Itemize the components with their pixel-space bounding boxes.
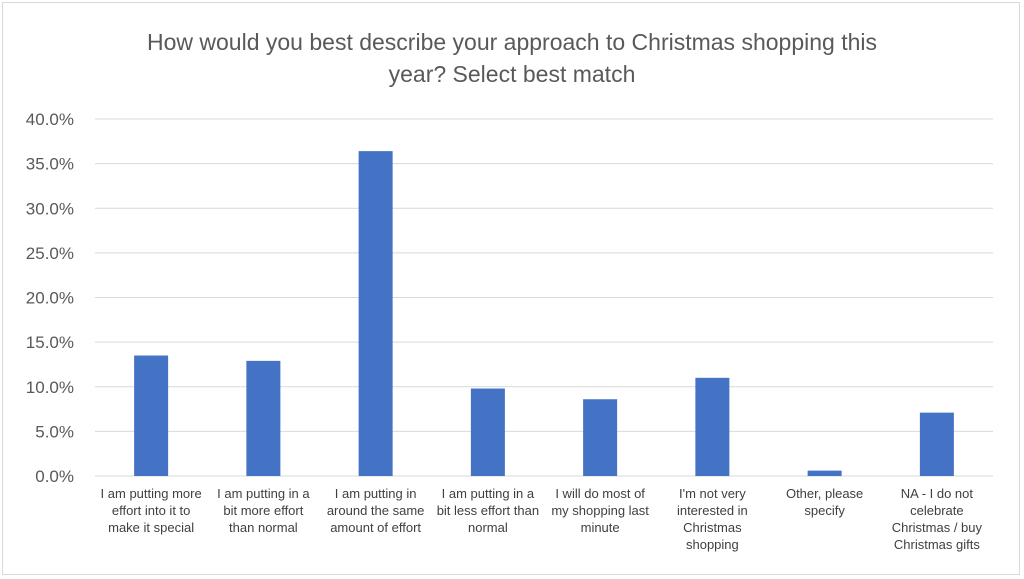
x-axis-labels: I am putting more effort into it to make i… [101,486,983,552]
bar [134,355,169,476]
y-tick-label: 40.0% [26,110,74,129]
y-tick-label: 5.0% [35,422,74,441]
bar [807,470,842,476]
bar [695,377,730,476]
x-category-label: NA - I do not celebrate Christmas / buy Chr… [892,486,983,552]
chart-title: How would you best describe your approac… [0,26,1024,90]
bar [358,151,393,476]
x-category-label: I'm not very interested in Christmas shoppi… [677,486,748,552]
x-category-label: I will do most of my shopping last minute [551,486,649,535]
x-category-label: I am putting in around the same amount of … [327,486,425,535]
bar [470,388,505,476]
bar [246,360,281,476]
chart-title-line-1: How would you best describe your approac… [147,29,877,55]
y-tick-label: 0.0% [35,467,74,486]
y-tick-label: 35.0% [26,155,74,174]
y-tick-label: 20.0% [26,289,74,308]
x-category-label: I am putting in a bit less effort than nor… [437,486,539,535]
bars [134,151,954,476]
x-category-label: I am putting more effort into it to make i… [101,486,202,535]
y-tick-label: 10.0% [26,378,74,397]
bar [583,399,618,476]
y-axis-ticks: 0.0% 5.0% 10.0% 15.0% 20.0% 25.0% 30.0% 35.0% 40… [26,110,74,486]
bar [919,412,954,476]
x-category-label: Other, please specify [786,486,863,518]
y-tick-label: 25.0% [26,244,74,263]
y-tick-label: 15.0% [26,333,74,352]
y-tick-label: 30.0% [26,199,74,218]
x-category-label: I am putting in a bit more effort than nor… [217,486,310,535]
gridlines [95,118,993,477]
chart-title-line-2: year? Select best match [388,61,636,87]
